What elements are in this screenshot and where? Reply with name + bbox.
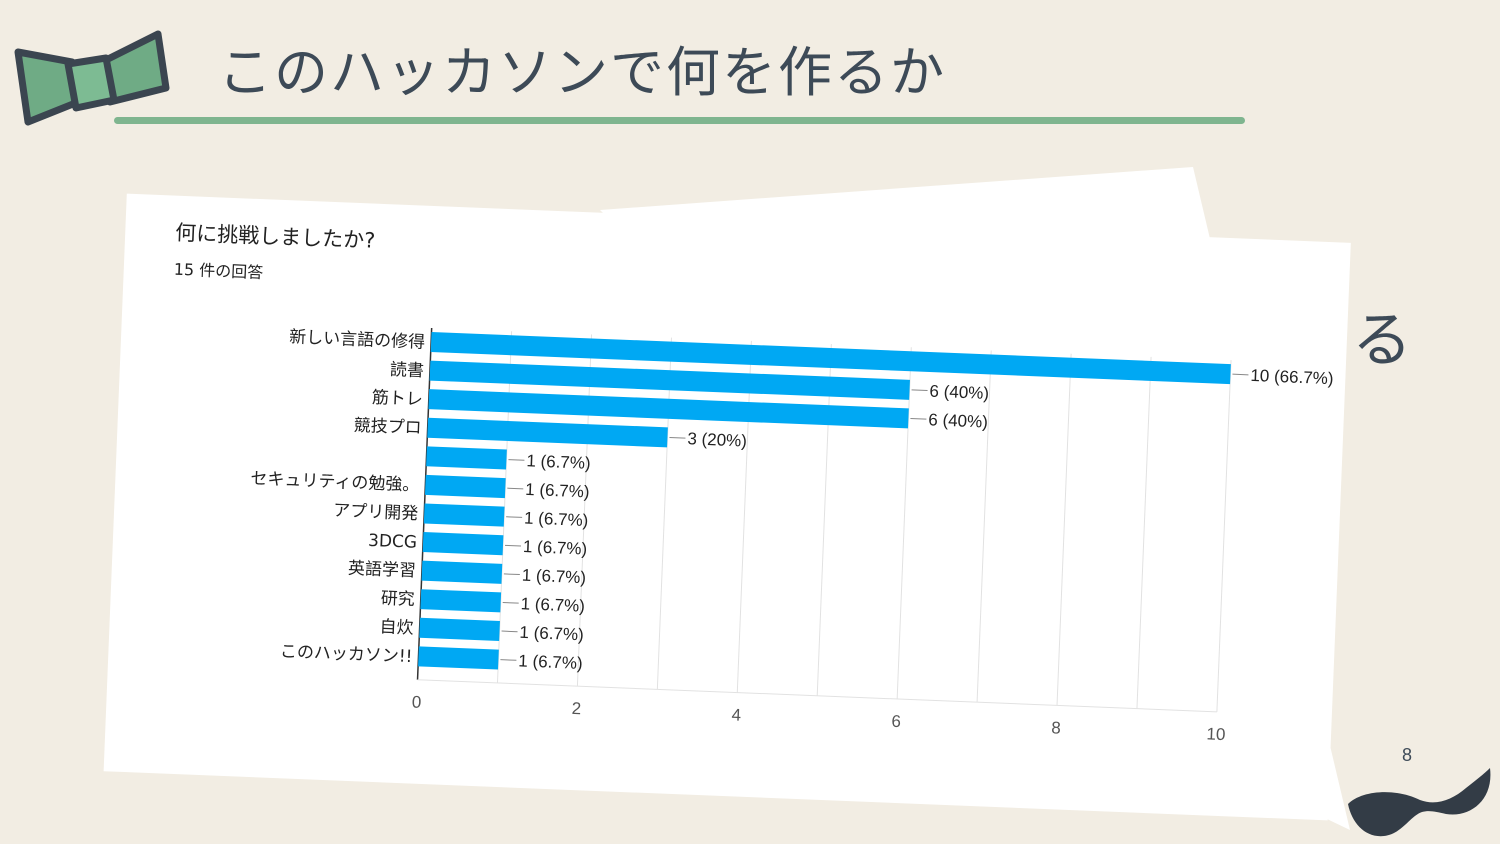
data-label-leader bbox=[507, 487, 524, 490]
category-label: 筋トレ bbox=[371, 388, 423, 410]
data-label: 1 (6.7%) bbox=[518, 651, 583, 673]
slide-title: このハッカソンで何を作るか bbox=[218, 41, 946, 104]
category-label: 自炊 bbox=[379, 617, 414, 638]
gridline bbox=[736, 340, 752, 693]
category-label: 3DCG bbox=[368, 531, 418, 553]
bar bbox=[430, 332, 1231, 385]
axis-baseline bbox=[417, 679, 1217, 713]
gridline bbox=[1216, 360, 1232, 712]
bar bbox=[420, 589, 502, 613]
bar bbox=[426, 446, 507, 470]
data-label-leader bbox=[508, 459, 525, 461]
data-label-leader bbox=[500, 659, 517, 661]
data-label-leader bbox=[910, 417, 927, 420]
data-label-leader bbox=[506, 516, 523, 518]
chart-subtitle: 15 件の回答 bbox=[173, 260, 263, 283]
gridline bbox=[976, 350, 992, 703]
page-number: 8 bbox=[1402, 745, 1413, 765]
x-tick-label: 0 bbox=[412, 693, 422, 712]
bar bbox=[421, 560, 503, 584]
x-tick-label: 8 bbox=[1051, 718, 1061, 737]
bar bbox=[429, 360, 910, 400]
bar bbox=[427, 417, 668, 448]
data-label: 1 (6.7%) bbox=[524, 508, 589, 530]
data-label: 1 (6.7%) bbox=[520, 594, 585, 616]
data-label-leader bbox=[503, 573, 520, 576]
x-tick-label: 2 bbox=[571, 699, 581, 718]
data-label: 6 (40%) bbox=[929, 382, 989, 403]
chart-card: 何に挑戦しましたか? 15 件の回答 10 (66.7%)6 (40%)6 (4… bbox=[103, 193, 1351, 821]
bar bbox=[423, 503, 505, 527]
ticks-layer: 0 2 4 6 8 10 bbox=[412, 693, 1226, 745]
category-label: 読書 bbox=[390, 360, 425, 381]
bar bbox=[419, 617, 500, 641]
bowtie-icon bbox=[14, 30, 170, 126]
gridline bbox=[656, 337, 672, 690]
title-divider bbox=[114, 117, 1245, 124]
data-label-leader bbox=[911, 389, 928, 392]
bar bbox=[422, 532, 504, 556]
data-label-leader bbox=[501, 630, 518, 633]
data-label: 1 (6.7%) bbox=[519, 623, 584, 645]
data-label: 3 (20%) bbox=[687, 429, 747, 450]
data-label-leader bbox=[669, 436, 686, 439]
data-label-leader bbox=[504, 544, 522, 547]
bar bbox=[428, 389, 909, 429]
category-label: 競技プロ bbox=[353, 416, 422, 439]
gridline bbox=[576, 334, 593, 687]
mustache-icon bbox=[1348, 768, 1491, 837]
chart-card-bg bbox=[103, 193, 1351, 821]
gridline bbox=[896, 347, 912, 700]
gridline bbox=[1136, 356, 1152, 709]
gridline bbox=[816, 344, 832, 696]
data-label: 1 (6.7%) bbox=[526, 451, 591, 473]
data-label: 10 (66.7%) bbox=[1250, 366, 1334, 388]
partially-hidden-text: る bbox=[1352, 306, 1412, 376]
data-label: 6 (40%) bbox=[928, 410, 988, 431]
x-tick-label: 4 bbox=[731, 705, 741, 724]
category-label: アプリ開発 bbox=[333, 501, 419, 524]
x-tick-label: 6 bbox=[891, 712, 901, 731]
data-label: 1 (6.7%) bbox=[523, 537, 588, 559]
x-tick-label: 10 bbox=[1206, 724, 1226, 744]
gridline bbox=[1056, 353, 1072, 706]
bar bbox=[418, 646, 499, 670]
data-label-leader bbox=[502, 601, 519, 604]
data-label-leader bbox=[1232, 373, 1249, 376]
bars-layer: 10 (66.7%) 6 (40%) 6 (40%) 3 (20%) 1 (6.7%) 1… bbox=[418, 332, 1334, 673]
data-label: 1 (6.7%) bbox=[521, 566, 586, 588]
category-label: 研究 bbox=[380, 589, 415, 610]
data-label: 1 (6.7%) bbox=[525, 480, 590, 502]
category-label: 英語学習 bbox=[348, 559, 417, 582]
bar bbox=[424, 474, 506, 499]
